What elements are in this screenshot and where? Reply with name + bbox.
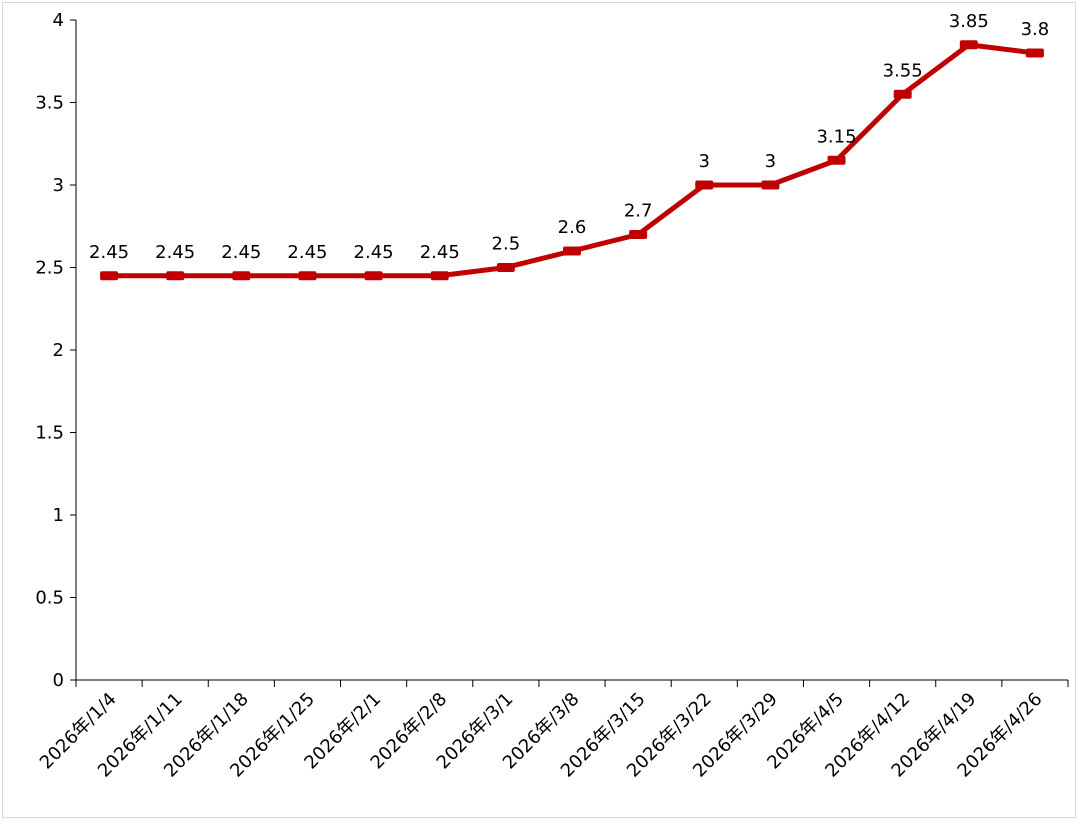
data-point [166, 271, 185, 281]
data-point [893, 89, 912, 99]
data-label: 2.45 [155, 242, 195, 263]
data-label: 3 [699, 151, 710, 172]
data-label: 3 [765, 151, 776, 172]
data-label: 3.85 [949, 11, 989, 32]
y-tick-label: 4 [53, 10, 64, 31]
drop-lines [108, 44, 1036, 666]
y-tick-label: 0.5 [35, 588, 64, 609]
data-point [827, 155, 846, 165]
y-tick-label: 0 [53, 670, 64, 691]
data-point [298, 271, 317, 281]
y-tick-label: 2 [53, 340, 64, 361]
data-labels: 2.45 2.45 2.45 2.45 2.45 2.45 2.5 2.6 2.7 3 3 3.15 3… [89, 11, 1049, 263]
data-label: 2.45 [354, 242, 394, 263]
data-label: 2.7 [624, 201, 653, 222]
y-tick-label: 1 [53, 505, 64, 526]
data-label: 3.15 [816, 126, 856, 147]
y-tick-label: 1.5 [35, 423, 64, 444]
data-point [695, 180, 714, 190]
data-label: 2.45 [221, 242, 261, 263]
y-axis: 0 0.5 1 1.5 2 2.5 3 3.5 4 [35, 10, 77, 691]
y-tick-label: 2.5 [35, 258, 64, 279]
data-point [364, 271, 383, 281]
x-axis: 2026年/1/42026年/1/112026年/1/182026年/1/252… [36, 679, 1069, 782]
data-label: 3.55 [883, 60, 923, 81]
data-label: 3.8 [1021, 19, 1050, 40]
data-label: 2.6 [558, 217, 587, 238]
y-tick-label: 3 [53, 175, 64, 196]
data-point [100, 271, 119, 281]
data-point [1025, 48, 1044, 58]
data-point [629, 230, 648, 239]
data-point [232, 271, 251, 281]
data-point [496, 263, 515, 272]
data-label: 2.45 [287, 242, 327, 263]
markers [100, 40, 1044, 281]
data-label: 2.45 [89, 242, 129, 263]
data-point [761, 180, 780, 190]
y-tick-label: 3.5 [35, 93, 64, 114]
data-point [430, 271, 449, 281]
data-label: 2.45 [420, 242, 460, 263]
data-point [563, 246, 581, 256]
data-label: 2.5 [492, 234, 521, 255]
data-point [959, 40, 978, 50]
